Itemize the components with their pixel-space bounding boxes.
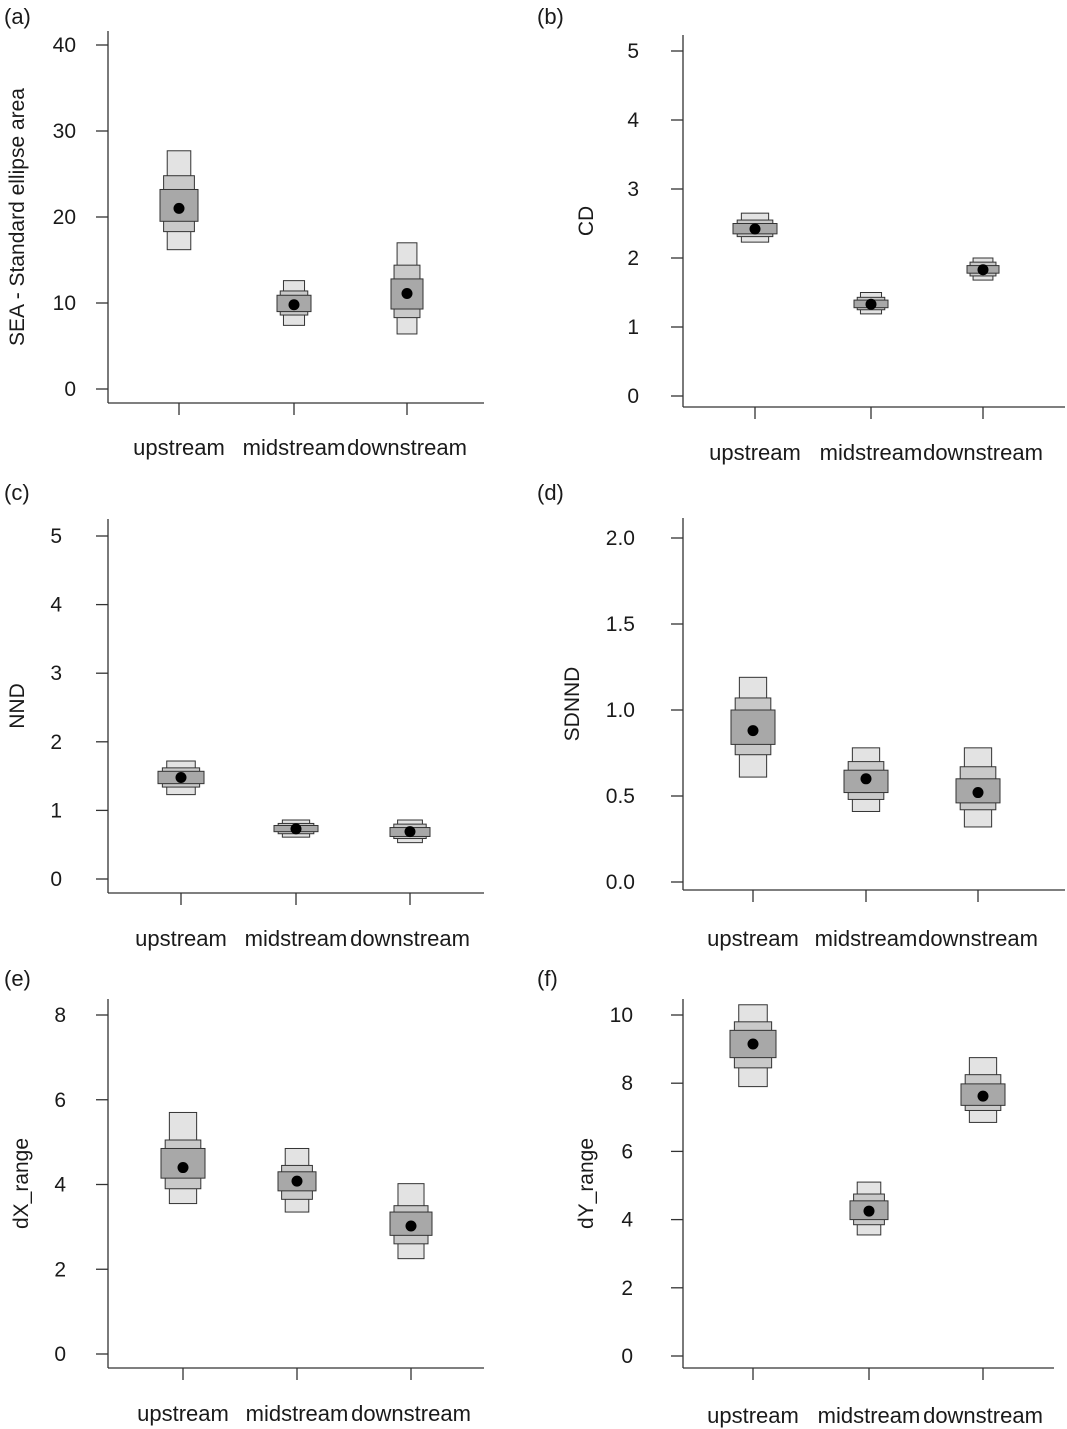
x-category-label: upstream <box>137 1401 229 1426</box>
x-category-label: downstream <box>918 926 1038 951</box>
x-category-label: downstream <box>347 435 467 460</box>
y-tick-label: 2 <box>50 731 62 754</box>
y-axis-label: SEA - Standard ellipse area <box>6 88 29 346</box>
mode-point <box>977 264 989 276</box>
y-tick-label: 20 <box>53 206 76 229</box>
chart-c: (c) 0 1 2 3 4 5 NND upstream midstream downstream <box>4 480 484 951</box>
panel-label: (c) <box>4 480 30 505</box>
y-tick-label: 1 <box>50 799 62 822</box>
x-category-label: upstream <box>707 1403 799 1428</box>
panel-e: (e) 0 2 4 6 8 dX_range upstream midstream downstr… <box>0 962 533 1429</box>
chart-f: (f) 0 2 4 6 8 10 dY_range upstream midstream downs… <box>537 966 1054 1428</box>
x-category-label: downstream <box>923 1403 1043 1428</box>
panel-c: (c) 0 1 2 3 4 5 NND upstream midstream downstream <box>0 476 533 962</box>
y-tick-label: 2 <box>54 1258 66 1281</box>
y-tick-label: 1.5 <box>606 613 635 636</box>
y-tick-label: 4 <box>54 1174 66 1197</box>
y-tick-label: 30 <box>53 120 76 143</box>
y-tick-label: 5 <box>627 40 639 63</box>
x-category-label: midstream <box>818 1403 921 1428</box>
panel-a: (a) 0 10 20 30 40 SEA - Standard ellipse area u… <box>0 0 533 476</box>
y-tick-label: 0 <box>64 378 76 401</box>
mode-point <box>401 288 413 300</box>
chart-d: (d) 0.0 0.5 1.0 1.5 2.0 SDNND upstream midstream… <box>537 480 1065 951</box>
mode-point <box>749 223 761 235</box>
y-tick-label: 2.0 <box>606 527 635 550</box>
x-category-label: upstream <box>133 435 225 460</box>
mode-point <box>972 787 984 799</box>
y-axis-label: dX_range <box>10 1138 33 1229</box>
y-tick-label: 0 <box>627 385 639 408</box>
panel-d: (d) 0.0 0.5 1.0 1.5 2.0 SDNND upstream midstream… <box>533 476 1067 962</box>
mode-point <box>175 771 187 783</box>
y-tick-label: 0.0 <box>606 871 635 894</box>
mode-point <box>288 299 300 311</box>
y-axis-label: CD <box>575 206 598 236</box>
mode-point <box>747 1038 759 1050</box>
y-tick-label: 4 <box>627 109 639 132</box>
panel-label: (b) <box>537 4 564 29</box>
y-tick-label: 5 <box>50 525 62 548</box>
mode-point <box>747 725 759 737</box>
mode-point <box>863 1205 875 1217</box>
x-category-label: upstream <box>135 926 227 951</box>
y-tick-label: 0.5 <box>606 785 635 808</box>
mode-point <box>865 298 877 310</box>
x-category-label: downstream <box>350 926 470 951</box>
mode-point <box>177 1162 189 1174</box>
mode-point <box>405 1220 417 1232</box>
x-category-label: upstream <box>709 440 801 465</box>
y-tick-label: 1 <box>627 316 639 339</box>
y-tick-label: 4 <box>621 1209 633 1232</box>
x-category-label: downstream <box>351 1401 471 1426</box>
x-category-label: midstream <box>243 435 346 460</box>
y-tick-label: 8 <box>54 1004 66 1027</box>
y-tick-label: 40 <box>53 34 76 57</box>
y-tick-label: 0 <box>50 868 62 891</box>
y-tick-label: 6 <box>621 1140 633 1163</box>
y-axis-label: NND <box>6 683 29 729</box>
mode-point <box>404 826 416 838</box>
y-tick-label: 3 <box>50 662 62 685</box>
x-category-label: midstream <box>815 926 918 951</box>
mode-point <box>173 202 185 214</box>
panel-label: (e) <box>4 966 31 991</box>
mode-point <box>977 1090 989 1102</box>
y-tick-label: 0 <box>621 1345 633 1368</box>
y-tick-label: 2 <box>627 247 639 270</box>
chart-e: (e) 0 2 4 6 8 dX_range upstream midstream downstr… <box>4 966 484 1426</box>
ci50-box <box>955 778 1001 804</box>
panel-f: (f) 0 2 4 6 8 10 dY_range upstream midstream downs… <box>533 962 1067 1429</box>
chart-b: (b) 0 1 2 3 4 5 CD upstream midstream downstream <box>537 4 1065 465</box>
x-category-label: downstream <box>923 440 1043 465</box>
y-tick-label: 3 <box>627 178 639 201</box>
y-tick-label: 4 <box>50 594 62 617</box>
chart-a: (a) 0 10 20 30 40 SEA - Standard ellipse area u… <box>4 4 484 460</box>
x-category-label: upstream <box>707 926 799 951</box>
y-tick-label: 10 <box>53 292 76 315</box>
y-tick-label: 10 <box>610 1004 633 1027</box>
y-tick-label: 0 <box>54 1343 66 1366</box>
mode-point <box>291 1175 303 1187</box>
panel-b: (b) 0 1 2 3 4 5 CD upstream midstream downstream <box>533 0 1067 476</box>
x-category-label: midstream <box>820 440 923 465</box>
mode-point <box>290 823 302 835</box>
y-axis-label: SDNND <box>561 667 584 742</box>
x-category-label: midstream <box>246 1401 349 1426</box>
y-axis-label: dY_range <box>575 1138 598 1229</box>
y-tick-label: 8 <box>621 1072 633 1095</box>
panel-label: (a) <box>4 4 31 29</box>
panel-label: (d) <box>537 480 564 505</box>
panel-label: (f) <box>537 966 558 991</box>
y-tick-label: 6 <box>54 1089 66 1112</box>
mode-point <box>860 773 872 785</box>
x-category-label: midstream <box>245 926 348 951</box>
y-tick-label: 1.0 <box>606 699 635 722</box>
y-tick-label: 2 <box>621 1277 633 1300</box>
